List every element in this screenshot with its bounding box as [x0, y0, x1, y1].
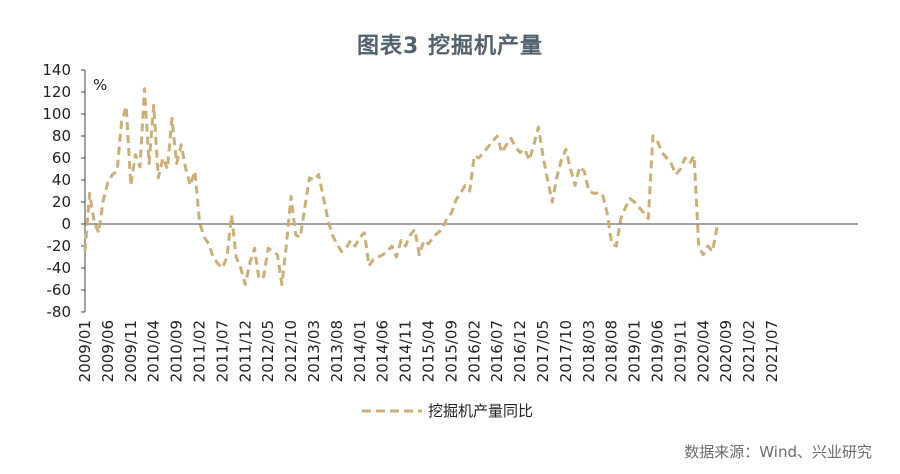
x-tick-label: 2021/02	[740, 320, 758, 382]
x-tick-label: 2014/01	[351, 320, 369, 382]
x-tick-label: 2019/11	[671, 320, 689, 382]
x-tick-label: 2013/03	[305, 320, 323, 382]
x-tick-label: 2015/04	[420, 320, 438, 382]
x-tick-label: 2012/05	[259, 320, 277, 382]
x-tick-label: 2021/07	[763, 320, 781, 382]
x-tick-label: 2009/01	[76, 320, 94, 382]
x-tick-label: 2016/12	[511, 320, 529, 382]
x-tick-label: 2010/04	[145, 320, 163, 382]
x-tick-label: 2018/08	[603, 320, 621, 382]
y-tick-label: 80	[52, 127, 71, 145]
x-tick-label: 2019/06	[649, 320, 667, 382]
legend: 挖掘机产量同比	[362, 402, 533, 420]
x-tick-label: 2020/04	[694, 320, 712, 382]
y-tick-label: -80	[47, 303, 72, 321]
source-note: 数据来源：Wind、兴业研究	[684, 443, 872, 461]
x-tick-label: 2018/03	[580, 320, 598, 382]
y-tick-label: 0	[61, 215, 71, 233]
chart-title: 图表3 挖掘机产量	[357, 34, 543, 59]
x-tick-label: 2019/01	[626, 320, 644, 382]
x-tick-label: 2017/10	[557, 320, 575, 382]
x-axis: 2009/01 2009/06 2009/11 2010/04 2010/09 2011/…	[76, 223, 858, 382]
series-layer	[83, 87, 719, 286]
y-tick-label: 100	[42, 105, 71, 123]
y-tick-label: 40	[52, 171, 71, 189]
x-tick-label: 2016/02	[465, 320, 483, 382]
y-unit-label: %	[93, 76, 107, 94]
x-tick-label: 2011/07	[213, 320, 231, 382]
x-tick-label: 2014/06	[374, 320, 392, 382]
x-tick-label: 2013/08	[328, 320, 346, 382]
y-tick-label: 120	[42, 83, 71, 101]
y-tick-label: -60	[47, 281, 72, 299]
y-axis: 140 120 100 80 60 40 20 0 -20 -40 -60 -80	[42, 61, 86, 321]
x-tick-label: 2016/07	[488, 320, 506, 382]
x-tick-label: 2009/06	[99, 320, 117, 382]
x-tick-label: 2009/11	[122, 320, 140, 382]
x-tick-label: 2011/02	[191, 320, 209, 382]
x-tick-label: 2017/05	[534, 320, 552, 382]
y-tick-label: 140	[42, 61, 71, 79]
x-tick-label: 2012/10	[282, 320, 300, 382]
y-tick-label: 60	[52, 149, 71, 167]
series-line	[83, 87, 719, 286]
x-tick-label: 2015/09	[442, 320, 460, 382]
legend-label: 挖掘机产量同比	[428, 402, 533, 420]
x-tick-label: 2010/09	[168, 320, 186, 382]
x-tick-label: 2014/11	[397, 320, 415, 382]
y-tick-label: -20	[47, 237, 72, 255]
x-tick-label: 2011/12	[236, 320, 254, 382]
y-tick-label: 20	[52, 193, 71, 211]
x-tick-label: 2020/09	[717, 320, 735, 382]
y-tick-label: -40	[47, 259, 72, 277]
